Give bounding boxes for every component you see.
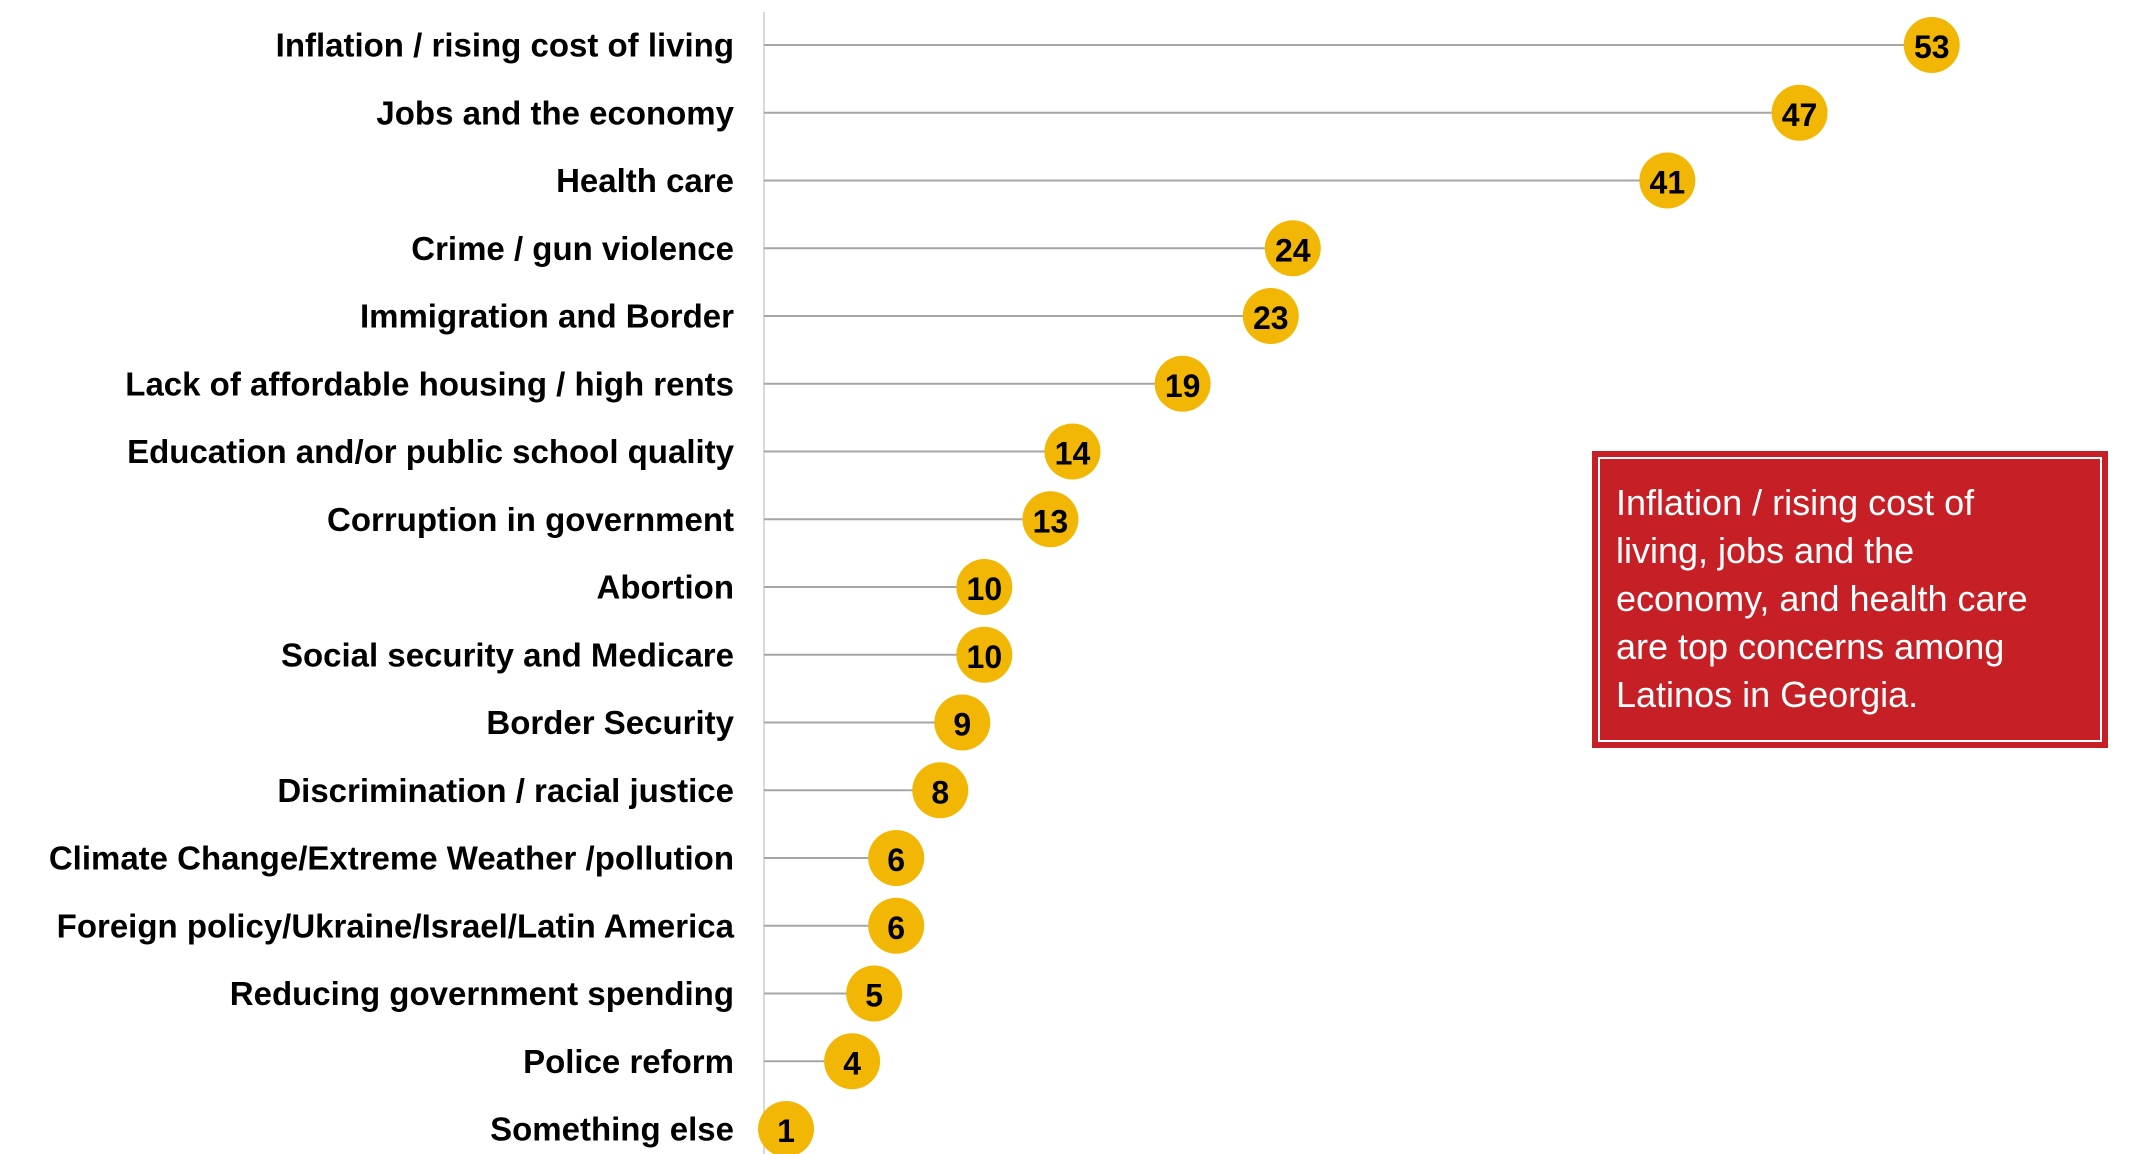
category-label: Social security and Medicare	[281, 636, 734, 673]
value-label: 8	[931, 774, 949, 810]
value-label: 10	[967, 639, 1003, 675]
lollipop-marker	[758, 1101, 815, 1154]
category-label: Abortion	[597, 569, 734, 606]
value-label: 10	[967, 571, 1003, 607]
value-label: 13	[1033, 503, 1069, 539]
category-label: Climate Change/Extreme Weather /pollutio…	[49, 840, 734, 877]
category-label: Education and/or public school quality	[127, 433, 735, 470]
category-label: Immigration and Border	[360, 298, 734, 335]
markers-group	[758, 17, 1960, 1154]
lollipop-marker	[1022, 491, 1079, 548]
value-label: 53	[1914, 29, 1950, 65]
lollipop-marker	[868, 830, 925, 886]
annotation-line: are top concerns among	[1616, 626, 2005, 667]
lollipop-marker	[1639, 152, 1696, 209]
category-label: Something else	[490, 1111, 734, 1148]
value-label: 24	[1275, 232, 1311, 268]
value-label: 19	[1165, 368, 1201, 404]
lollipop-marker	[1903, 17, 1960, 73]
category-label: Jobs and the economy	[376, 94, 734, 131]
lollipop-marker	[912, 762, 969, 819]
lollipop-marker	[1771, 84, 1828, 141]
category-label: Health care	[556, 162, 734, 199]
category-label: Border Security	[486, 704, 734, 741]
value-label: 4	[843, 1045, 861, 1081]
category-label: Crime / gun violence	[411, 230, 734, 267]
category-label: Inflation / rising cost of living	[276, 27, 734, 64]
category-label: Discrimination / racial justice	[277, 772, 734, 809]
annotation-callout: Inflation / rising cost of living, jobs …	[1592, 451, 2108, 748]
value-label: 41	[1650, 165, 1686, 201]
lollipop-marker	[1044, 423, 1101, 480]
value-label: 6	[887, 910, 905, 946]
lollipop-marker	[1242, 288, 1299, 344]
lollipop-marker	[824, 1033, 881, 1090]
value-label: 9	[953, 707, 971, 743]
annotation-line: Inflation / rising cost of	[1616, 482, 1975, 523]
lollipop-marker	[956, 626, 1013, 683]
value-label: 5	[865, 978, 883, 1014]
category-labels-group: Inflation / rising cost of living Jobs an…	[49, 27, 735, 1148]
annotation-line: Latinos in Georgia.	[1616, 674, 1919, 715]
annotation-line: economy, and health care	[1616, 578, 2028, 619]
category-label: Reducing government spending	[230, 975, 734, 1012]
lollipop-marker	[934, 694, 991, 751]
category-label: Foreign policy/Ukraine/Israel/Latin Amer…	[57, 907, 735, 944]
value-label: 47	[1782, 97, 1818, 133]
value-label: 1	[777, 1113, 795, 1149]
category-label: Lack of affordable housing / high rents	[125, 365, 734, 402]
lollipop-marker	[956, 559, 1013, 615]
annotation-line: living, jobs and the	[1616, 530, 1915, 571]
lollipop-marker	[1154, 355, 1211, 412]
value-label: 23	[1253, 300, 1289, 336]
lollipop-marker	[868, 897, 925, 954]
value-label: 14	[1055, 436, 1091, 472]
lollipop-marker	[846, 965, 903, 1022]
category-label: Corruption in government	[327, 501, 734, 538]
lollipop-marker	[1264, 220, 1321, 277]
category-label: Police reform	[523, 1043, 734, 1080]
value-label: 6	[887, 842, 905, 878]
